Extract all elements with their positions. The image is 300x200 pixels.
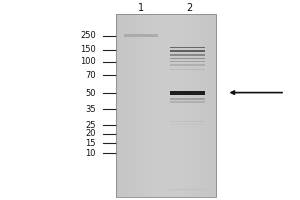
- Bar: [170, 91, 205, 95]
- Text: 35: 35: [85, 105, 96, 114]
- Bar: [170, 54, 205, 56]
- Text: 50: 50: [85, 88, 96, 98]
- Bar: [170, 69, 205, 70]
- Text: 100: 100: [80, 58, 96, 66]
- Bar: [170, 58, 205, 59]
- Text: 25: 25: [85, 120, 96, 130]
- Text: 10: 10: [85, 148, 96, 158]
- Bar: [170, 121, 205, 122]
- Bar: [170, 124, 205, 125]
- Bar: [170, 47, 205, 48]
- Text: 1: 1: [138, 3, 144, 13]
- Text: 20: 20: [85, 130, 96, 139]
- Bar: [170, 101, 205, 103]
- Bar: [170, 61, 205, 62]
- Text: 150: 150: [80, 46, 96, 54]
- Bar: [170, 98, 205, 100]
- Bar: [116, 14, 216, 197]
- Text: 250: 250: [80, 31, 96, 40]
- Bar: [170, 189, 205, 190]
- Bar: [170, 50, 205, 52]
- Text: 70: 70: [85, 71, 96, 79]
- Bar: [170, 64, 205, 66]
- Text: 2: 2: [186, 3, 192, 13]
- Bar: [124, 34, 158, 37]
- Text: 15: 15: [85, 138, 96, 147]
